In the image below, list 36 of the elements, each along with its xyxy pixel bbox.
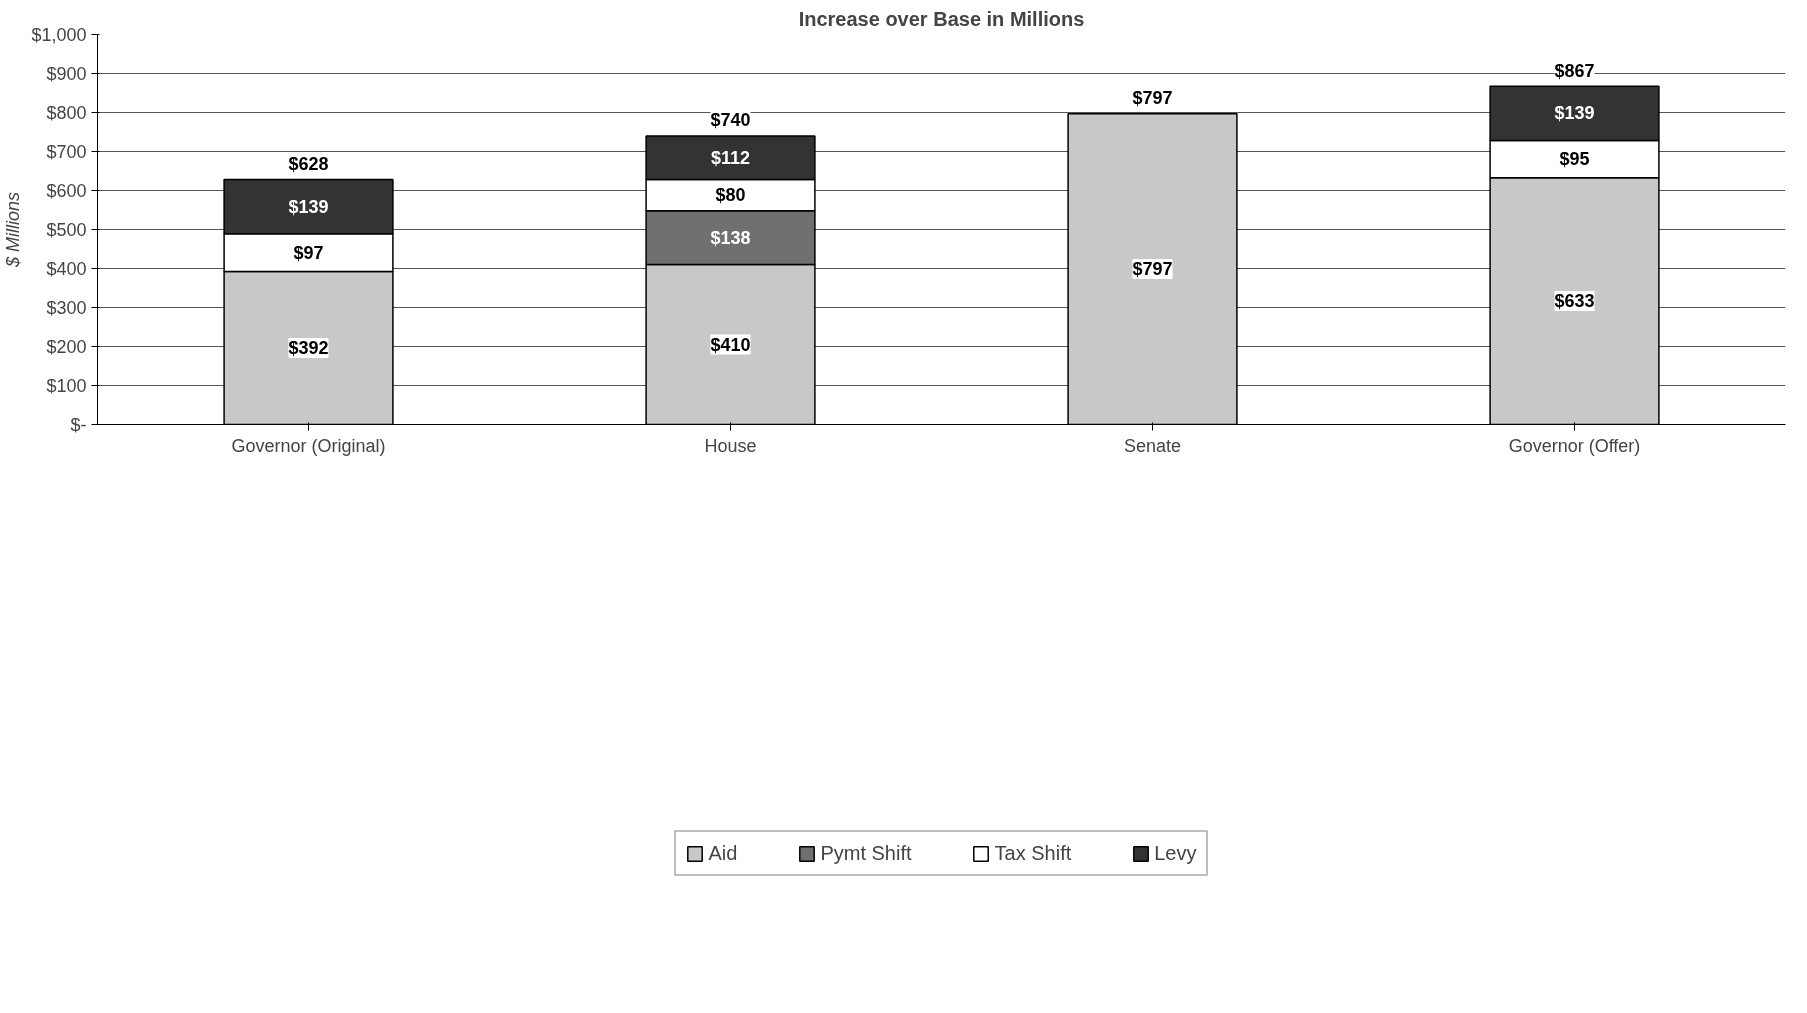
data-label: $797 [1132, 259, 1173, 280]
y-tick-label: $200 [46, 336, 87, 357]
legend-label: Aid [708, 841, 738, 865]
y-tick-label: $600 [46, 180, 87, 201]
data-label: $139 [1554, 103, 1595, 124]
y-tick-label: $1,000 [31, 24, 87, 45]
y-tick-label: $300 [46, 297, 87, 318]
x-tick-label: Senate [1123, 435, 1182, 456]
total-label: $867 [1554, 60, 1595, 81]
x-tick-label: House [704, 435, 757, 456]
chart-title: Increase over Base in Millions [798, 7, 1085, 30]
data-label: $80 [715, 185, 746, 206]
y-tick-label: $400 [46, 258, 87, 279]
data-label: $410 [710, 334, 751, 355]
y-axis-title: $ Millions [3, 191, 24, 269]
y-tick-label: $500 [46, 219, 87, 240]
legend-label: Levy [1154, 841, 1197, 865]
y-tick-label: $100 [46, 375, 87, 396]
y-tick-label: $800 [46, 102, 87, 123]
total-label: $740 [710, 110, 751, 131]
legend-label: Pymt Shift [820, 841, 912, 865]
y-tick-label: $700 [46, 141, 87, 162]
x-tick-label: Governor (Original) [231, 435, 386, 456]
data-label: $138 [710, 227, 751, 248]
x-tick-label: Governor (Offer) [1508, 435, 1641, 456]
total-label: $797 [1132, 87, 1173, 108]
total-label: $628 [288, 153, 329, 174]
data-label: $95 [1559, 149, 1590, 170]
y-tick-label: $900 [46, 63, 87, 84]
legend-label: Tax Shift [994, 841, 1072, 865]
data-label: $392 [288, 338, 329, 359]
data-label: $139 [288, 196, 329, 217]
data-label: $112 [710, 147, 751, 168]
y-tick-label: $- [70, 414, 87, 435]
data-label: $633 [1554, 291, 1595, 312]
data-label: $97 [293, 242, 324, 263]
